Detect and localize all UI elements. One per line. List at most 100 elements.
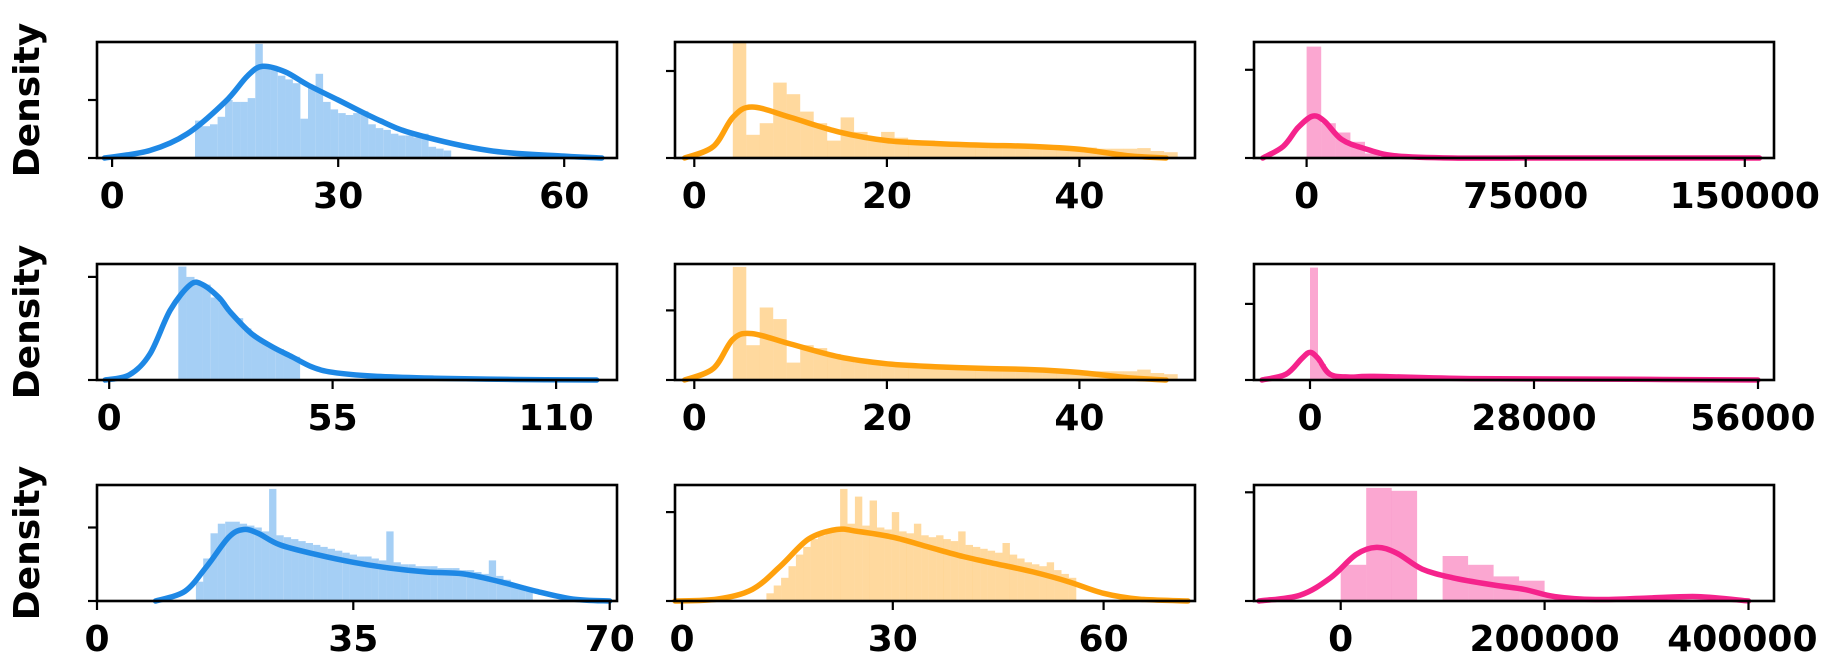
- histogram: [1340, 487, 1571, 601]
- panel-r2-c1: 0 30 60: [666, 483, 1197, 660]
- histogram-bar: [975, 146, 989, 158]
- x-tick-label: 40: [1054, 398, 1104, 439]
- histogram-bar: [1015, 370, 1030, 380]
- histogram-bar: [210, 297, 219, 380]
- x-tick-label: 60: [1079, 619, 1129, 660]
- histogram-bar: [210, 124, 218, 158]
- histogram-bar: [1054, 570, 1062, 601]
- histogram-bar: [1069, 147, 1084, 158]
- histogram-bar: [1391, 490, 1418, 601]
- histogram-bar: [275, 349, 284, 380]
- histogram-bar: [854, 362, 868, 380]
- histogram-bar: [308, 86, 316, 158]
- histogram: [732, 42, 1178, 158]
- histogram-bar: [349, 554, 357, 601]
- histogram-bar: [813, 123, 828, 158]
- histogram-bar: [298, 541, 306, 601]
- histogram-bar: [950, 541, 959, 601]
- panel-r1-c2: 0 28000 56000: [1245, 262, 1816, 439]
- histogram-bar: [1366, 487, 1392, 601]
- axes-frame: [673, 262, 1197, 382]
- histogram-bar: [832, 527, 841, 601]
- axes-frame: [1252, 40, 1776, 160]
- histogram-bar: [773, 319, 787, 380]
- histogram: [178, 266, 301, 380]
- histogram-bar: [247, 98, 256, 158]
- histogram-bar: [195, 581, 204, 601]
- histogram-bar: [935, 143, 949, 158]
- histogram-bar: [518, 585, 526, 601]
- histogram-bar: [283, 537, 292, 601]
- histogram-bar: [202, 284, 211, 380]
- histogram-bar: [255, 43, 263, 158]
- x-tick-label: 0: [669, 619, 694, 660]
- histogram-bar: [972, 546, 981, 601]
- x-tick-label: 0: [1297, 398, 1322, 439]
- histogram-bar: [936, 535, 944, 601]
- histogram-bar: [759, 123, 774, 158]
- histogram-bar: [406, 135, 414, 158]
- panel-r1-c0: 0 55 110 Density: [7, 245, 619, 439]
- x-tick-label: 20: [862, 176, 912, 217]
- histogram-bar: [225, 521, 233, 601]
- y-axis-label: Density: [7, 245, 48, 399]
- histogram-bar: [400, 564, 409, 601]
- axes-frame: [1252, 262, 1776, 382]
- histogram-bar: [867, 362, 882, 380]
- x-tick-label: 200000: [1469, 619, 1619, 660]
- histogram-bar: [987, 550, 996, 601]
- y-axis-label: Density: [7, 466, 48, 620]
- histogram-bar: [217, 523, 226, 601]
- histogram-bar: [928, 537, 937, 601]
- kde-line: [102, 279, 600, 383]
- histogram-bar: [732, 42, 747, 158]
- histogram-bar: [466, 570, 475, 601]
- histogram-bar: [958, 531, 966, 601]
- histogram-bar: [428, 146, 437, 158]
- x-tick-label: 30: [313, 176, 363, 217]
- histogram-bar: [525, 589, 533, 601]
- histogram-bar: [243, 328, 252, 380]
- kde-line: [681, 330, 1169, 383]
- histogram-bar: [803, 546, 811, 601]
- histogram-bar: [353, 113, 361, 158]
- histogram-bar: [773, 585, 782, 601]
- histogram-bar: [235, 318, 244, 380]
- kde-line: [152, 526, 613, 604]
- histogram-bar: [995, 552, 1003, 601]
- histogram-bar: [988, 369, 1003, 380]
- axes-frame: [95, 483, 619, 603]
- histogram-bar: [1056, 147, 1070, 158]
- histogram-bar: [398, 135, 406, 158]
- histogram-bar: [474, 572, 482, 601]
- histogram-bar: [368, 124, 376, 158]
- histogram-bar: [1137, 148, 1151, 158]
- histogram-bar: [854, 496, 863, 601]
- panel-r1-c1: 0 20 40: [666, 262, 1197, 439]
- histogram-bar: [899, 531, 907, 601]
- histogram-bar: [459, 570, 467, 601]
- histogram-bar: [227, 313, 236, 380]
- panel-r2-c0: 0 35 70 Density: [7, 466, 635, 660]
- histogram-bar: [421, 133, 429, 158]
- histogram-bar: [786, 94, 801, 158]
- histogram-bar: [862, 525, 870, 601]
- histogram-bar: [943, 539, 951, 601]
- x-tick-label: 400000: [1667, 619, 1817, 660]
- histogram-bar: [1137, 369, 1151, 380]
- x-tick-label: 60: [539, 176, 589, 217]
- kde-line: [681, 104, 1169, 161]
- histogram-bar: [379, 560, 387, 601]
- x-tick-label: 40: [1054, 176, 1104, 217]
- histogram-bar: [335, 550, 343, 601]
- histogram-bar: [1318, 364, 1326, 380]
- histogram: [766, 488, 1077, 601]
- histogram-bar: [980, 548, 988, 601]
- histogram-bar: [327, 548, 335, 601]
- histogram-bar: [510, 583, 519, 601]
- histogram-bar: [1046, 562, 1055, 601]
- histogram-bar: [965, 544, 973, 601]
- histogram-bar: [746, 345, 760, 380]
- panel-r0-c2: 0 75000 150000: [1245, 40, 1820, 217]
- histogram-bar: [261, 531, 270, 601]
